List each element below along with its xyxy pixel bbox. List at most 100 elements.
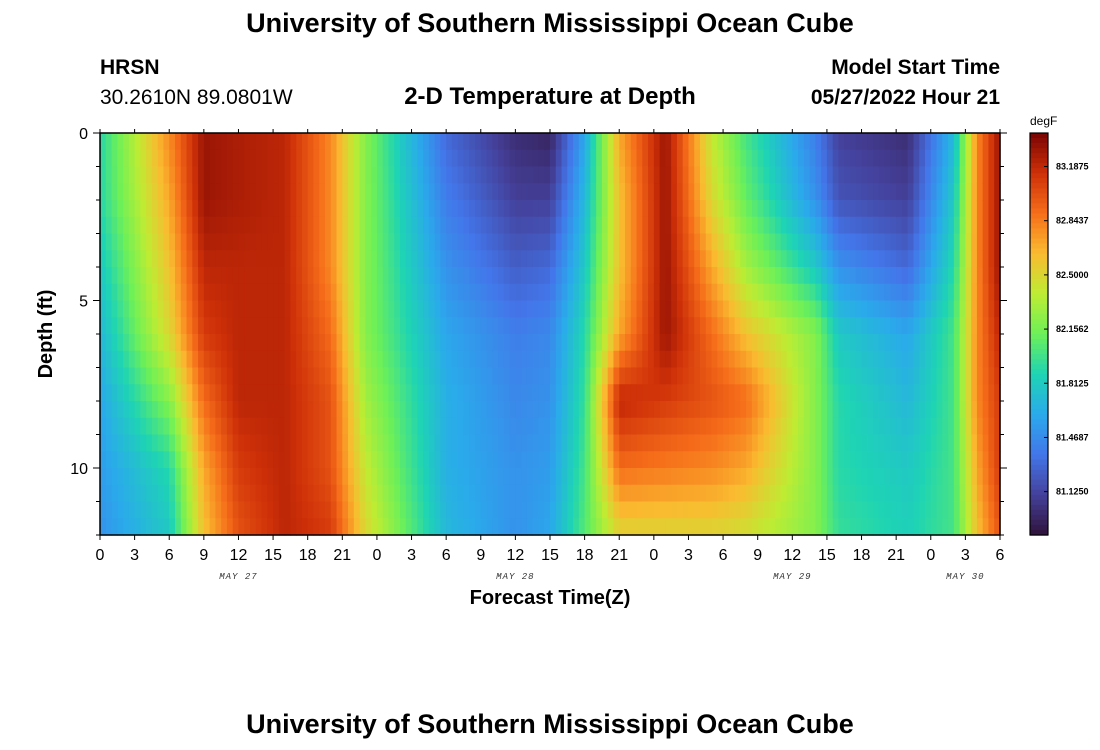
- heatmap-cell: [128, 384, 136, 402]
- heatmap-cell: [117, 334, 124, 352]
- heatmap-cell: [486, 317, 493, 335]
- heatmap-cell: [198, 183, 205, 201]
- heatmap-cell: [371, 468, 378, 486]
- heatmap-cell: [867, 350, 874, 369]
- heatmap-cell: [284, 133, 291, 151]
- heatmap-cell: [301, 401, 309, 419]
- heatmap-cell: [907, 183, 915, 201]
- heatmap-cell: [157, 501, 165, 519]
- heatmap-cell: [625, 267, 632, 285]
- heatmap-cell: [919, 367, 926, 385]
- heatmap-cell: [826, 401, 834, 419]
- colorbar-segment: [1030, 168, 1048, 174]
- heatmap-cell: [463, 367, 470, 385]
- heatmap-cell: [394, 484, 401, 503]
- heatmap-cell: [365, 216, 372, 235]
- heatmap-cell: [134, 267, 141, 285]
- heatmap-cell: [100, 434, 107, 452]
- heatmap-cell: [503, 350, 511, 369]
- heatmap-cell: [544, 501, 551, 519]
- heatmap-cell: [411, 149, 418, 168]
- heatmap-cell: [976, 300, 984, 318]
- heatmap-cell: [348, 149, 355, 168]
- heatmap-cell: [844, 250, 851, 268]
- heatmap-cell: [140, 166, 147, 184]
- colorbar-segment: [1030, 273, 1048, 280]
- heatmap-cell: [342, 451, 349, 469]
- heatmap-cell: [578, 216, 586, 235]
- heatmap-cell: [890, 233, 897, 251]
- heatmap-cell: [850, 283, 857, 302]
- heatmap-cell: [446, 300, 453, 318]
- heatmap-cell: [250, 484, 257, 503]
- heatmap-cell: [832, 518, 840, 536]
- heatmap-cell: [325, 300, 332, 318]
- heatmap-cell: [838, 250, 845, 268]
- colorbar-segment: [1030, 529, 1048, 536]
- heatmap-cell: [151, 133, 159, 151]
- heatmap-cell: [792, 216, 799, 235]
- heatmap-cell: [198, 417, 205, 436]
- heatmap-cell: [826, 451, 834, 469]
- heatmap-cell: [146, 484, 153, 503]
- heatmap-cell: [359, 200, 366, 218]
- heatmap-cell: [763, 216, 770, 235]
- heatmap-cell: [538, 149, 545, 168]
- heatmap-cell: [780, 484, 788, 503]
- heatmap-cell: [821, 267, 828, 285]
- heatmap-cell: [515, 367, 522, 385]
- heatmap-cell: [336, 267, 343, 285]
- heatmap-cell: [855, 183, 863, 201]
- heatmap-cell: [901, 484, 909, 503]
- heatmap-cell: [590, 518, 597, 536]
- x-tick-label: 15: [264, 547, 282, 564]
- heatmap-cell: [913, 183, 920, 201]
- heatmap-cell: [965, 484, 972, 503]
- heatmap-cell: [498, 384, 505, 402]
- heatmap-cell: [301, 434, 309, 452]
- colorbar-segment: [1030, 233, 1048, 240]
- heatmap-cell: [901, 518, 909, 536]
- heatmap-cell: [492, 166, 499, 184]
- heatmap-cell: [250, 518, 257, 536]
- heatmap-cell: [509, 200, 516, 218]
- colorbar-segment: [1030, 218, 1048, 225]
- heatmap-cell: [769, 233, 776, 251]
- heatmap-cell: [192, 434, 199, 452]
- heatmap-cell: [376, 451, 384, 469]
- heatmap-cell: [798, 468, 805, 486]
- heatmap-cell: [896, 367, 903, 385]
- heatmap-cell: [965, 267, 972, 285]
- heatmap-cell: [734, 468, 741, 486]
- heatmap-cell: [855, 350, 863, 369]
- heatmap-cell: [751, 367, 759, 385]
- heatmap-cell: [400, 367, 407, 385]
- heatmap-cell: [151, 233, 159, 251]
- heatmap-cell: [867, 317, 874, 335]
- heatmap-cell: [353, 401, 361, 419]
- heatmap-cell: [936, 250, 943, 268]
- heatmap-cell: [942, 133, 949, 151]
- heatmap-cell: [763, 166, 770, 184]
- heatmap-cell: [832, 451, 840, 469]
- heatmap-cell: [469, 468, 476, 486]
- heatmap-cell: [261, 518, 268, 536]
- heatmap-cell: [780, 401, 788, 419]
- heatmap-cell: [613, 468, 620, 486]
- heatmap-cell: [861, 166, 868, 184]
- heatmap-cell: [653, 350, 661, 369]
- heatmap-cell: [521, 434, 528, 452]
- heatmap-cell: [192, 283, 199, 302]
- heatmap-cell: [630, 200, 638, 218]
- heatmap-cell: [636, 166, 643, 184]
- heatmap-cell: [803, 518, 811, 536]
- heatmap-cell: [273, 283, 280, 302]
- heatmap-cell: [665, 250, 672, 268]
- heatmap-cell: [111, 283, 118, 302]
- heatmap-cell: [994, 233, 1001, 251]
- heatmap-cell: [907, 451, 915, 469]
- heatmap-cell: [976, 468, 984, 486]
- heatmap-cell: [348, 166, 355, 184]
- heatmap-cell: [884, 200, 891, 218]
- heatmap-cell: [100, 250, 107, 268]
